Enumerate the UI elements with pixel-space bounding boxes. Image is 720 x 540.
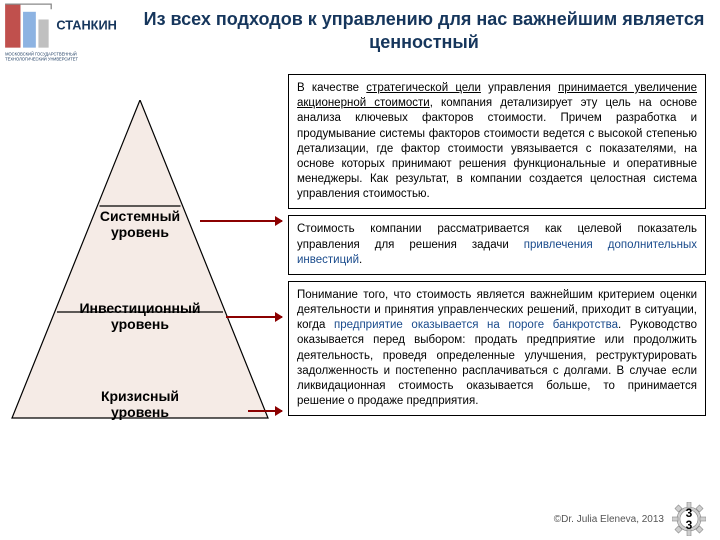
- pyramid-level-3: Кризисный уровень: [60, 388, 220, 420]
- logo-text: СТАНКИН: [56, 18, 117, 33]
- arrow-2: [226, 316, 282, 318]
- pyramid-svg: [10, 100, 270, 420]
- page-gear: 3 3: [672, 502, 706, 536]
- pyramid-column: Системный уровень Инвестиционный уровень…: [0, 70, 280, 540]
- footer: ©Dr. Julia Eleneva, 2013 3 3: [554, 502, 706, 536]
- copyright: ©Dr. Julia Eleneva, 2013: [554, 514, 664, 525]
- text-block-2: Стоимость компании рассматривается как ц…: [288, 215, 706, 275]
- pyramid-level-1: Системный уровень: [60, 208, 220, 240]
- text-block-1: В качестве стратегической цели управлени…: [288, 74, 706, 209]
- pyramid-level-2-line1: Инвестиционный: [79, 300, 200, 316]
- pyramid-level-2-line2: уровень: [111, 316, 169, 332]
- text-block-3: Понимание того, что стоимость является в…: [288, 281, 706, 416]
- pyramid: Системный уровень Инвестиционный уровень…: [10, 100, 270, 420]
- header: СТАНКИН МОСКОВСКИЙ ГОСУДАРСТВЕННЫЙ ТЕХНО…: [0, 0, 720, 62]
- page-title: Из всех подходов к управлению для нас ва…: [138, 8, 710, 55]
- arrow-3: [248, 410, 282, 412]
- logo: СТАНКИН МОСКОВСКИЙ ГОСУДАРСТВЕННЫЙ ТЕХНО…: [0, 0, 128, 62]
- header-title-wrap: Из всех подходов к управлению для нас ва…: [128, 0, 720, 62]
- text-column: В качестве стратегической цели управлени…: [280, 70, 720, 540]
- logo-svg: СТАНКИН МОСКОВСКИЙ ГОСУДАРСТВЕННЫЙ ТЕХНО…: [0, 0, 128, 63]
- pyramid-level-1-line2: уровень: [111, 224, 169, 240]
- content: Системный уровень Инвестиционный уровень…: [0, 70, 720, 540]
- arrow-1: [200, 220, 282, 222]
- page-number: 3 3: [686, 507, 693, 531]
- pyramid-level-3-line1: Кризисный: [101, 388, 179, 404]
- pyramid-level-3-line2: уровень: [111, 404, 169, 420]
- pyramid-level-1-line1: Системный: [100, 208, 180, 224]
- svg-text:ТЕХНОЛОГИЧЕСКИЙ УНИВЕРСИТЕТ: ТЕХНОЛОГИЧЕСКИЙ УНИВЕРСИТЕТ: [5, 56, 78, 61]
- pyramid-level-2: Инвестиционный уровень: [60, 300, 220, 332]
